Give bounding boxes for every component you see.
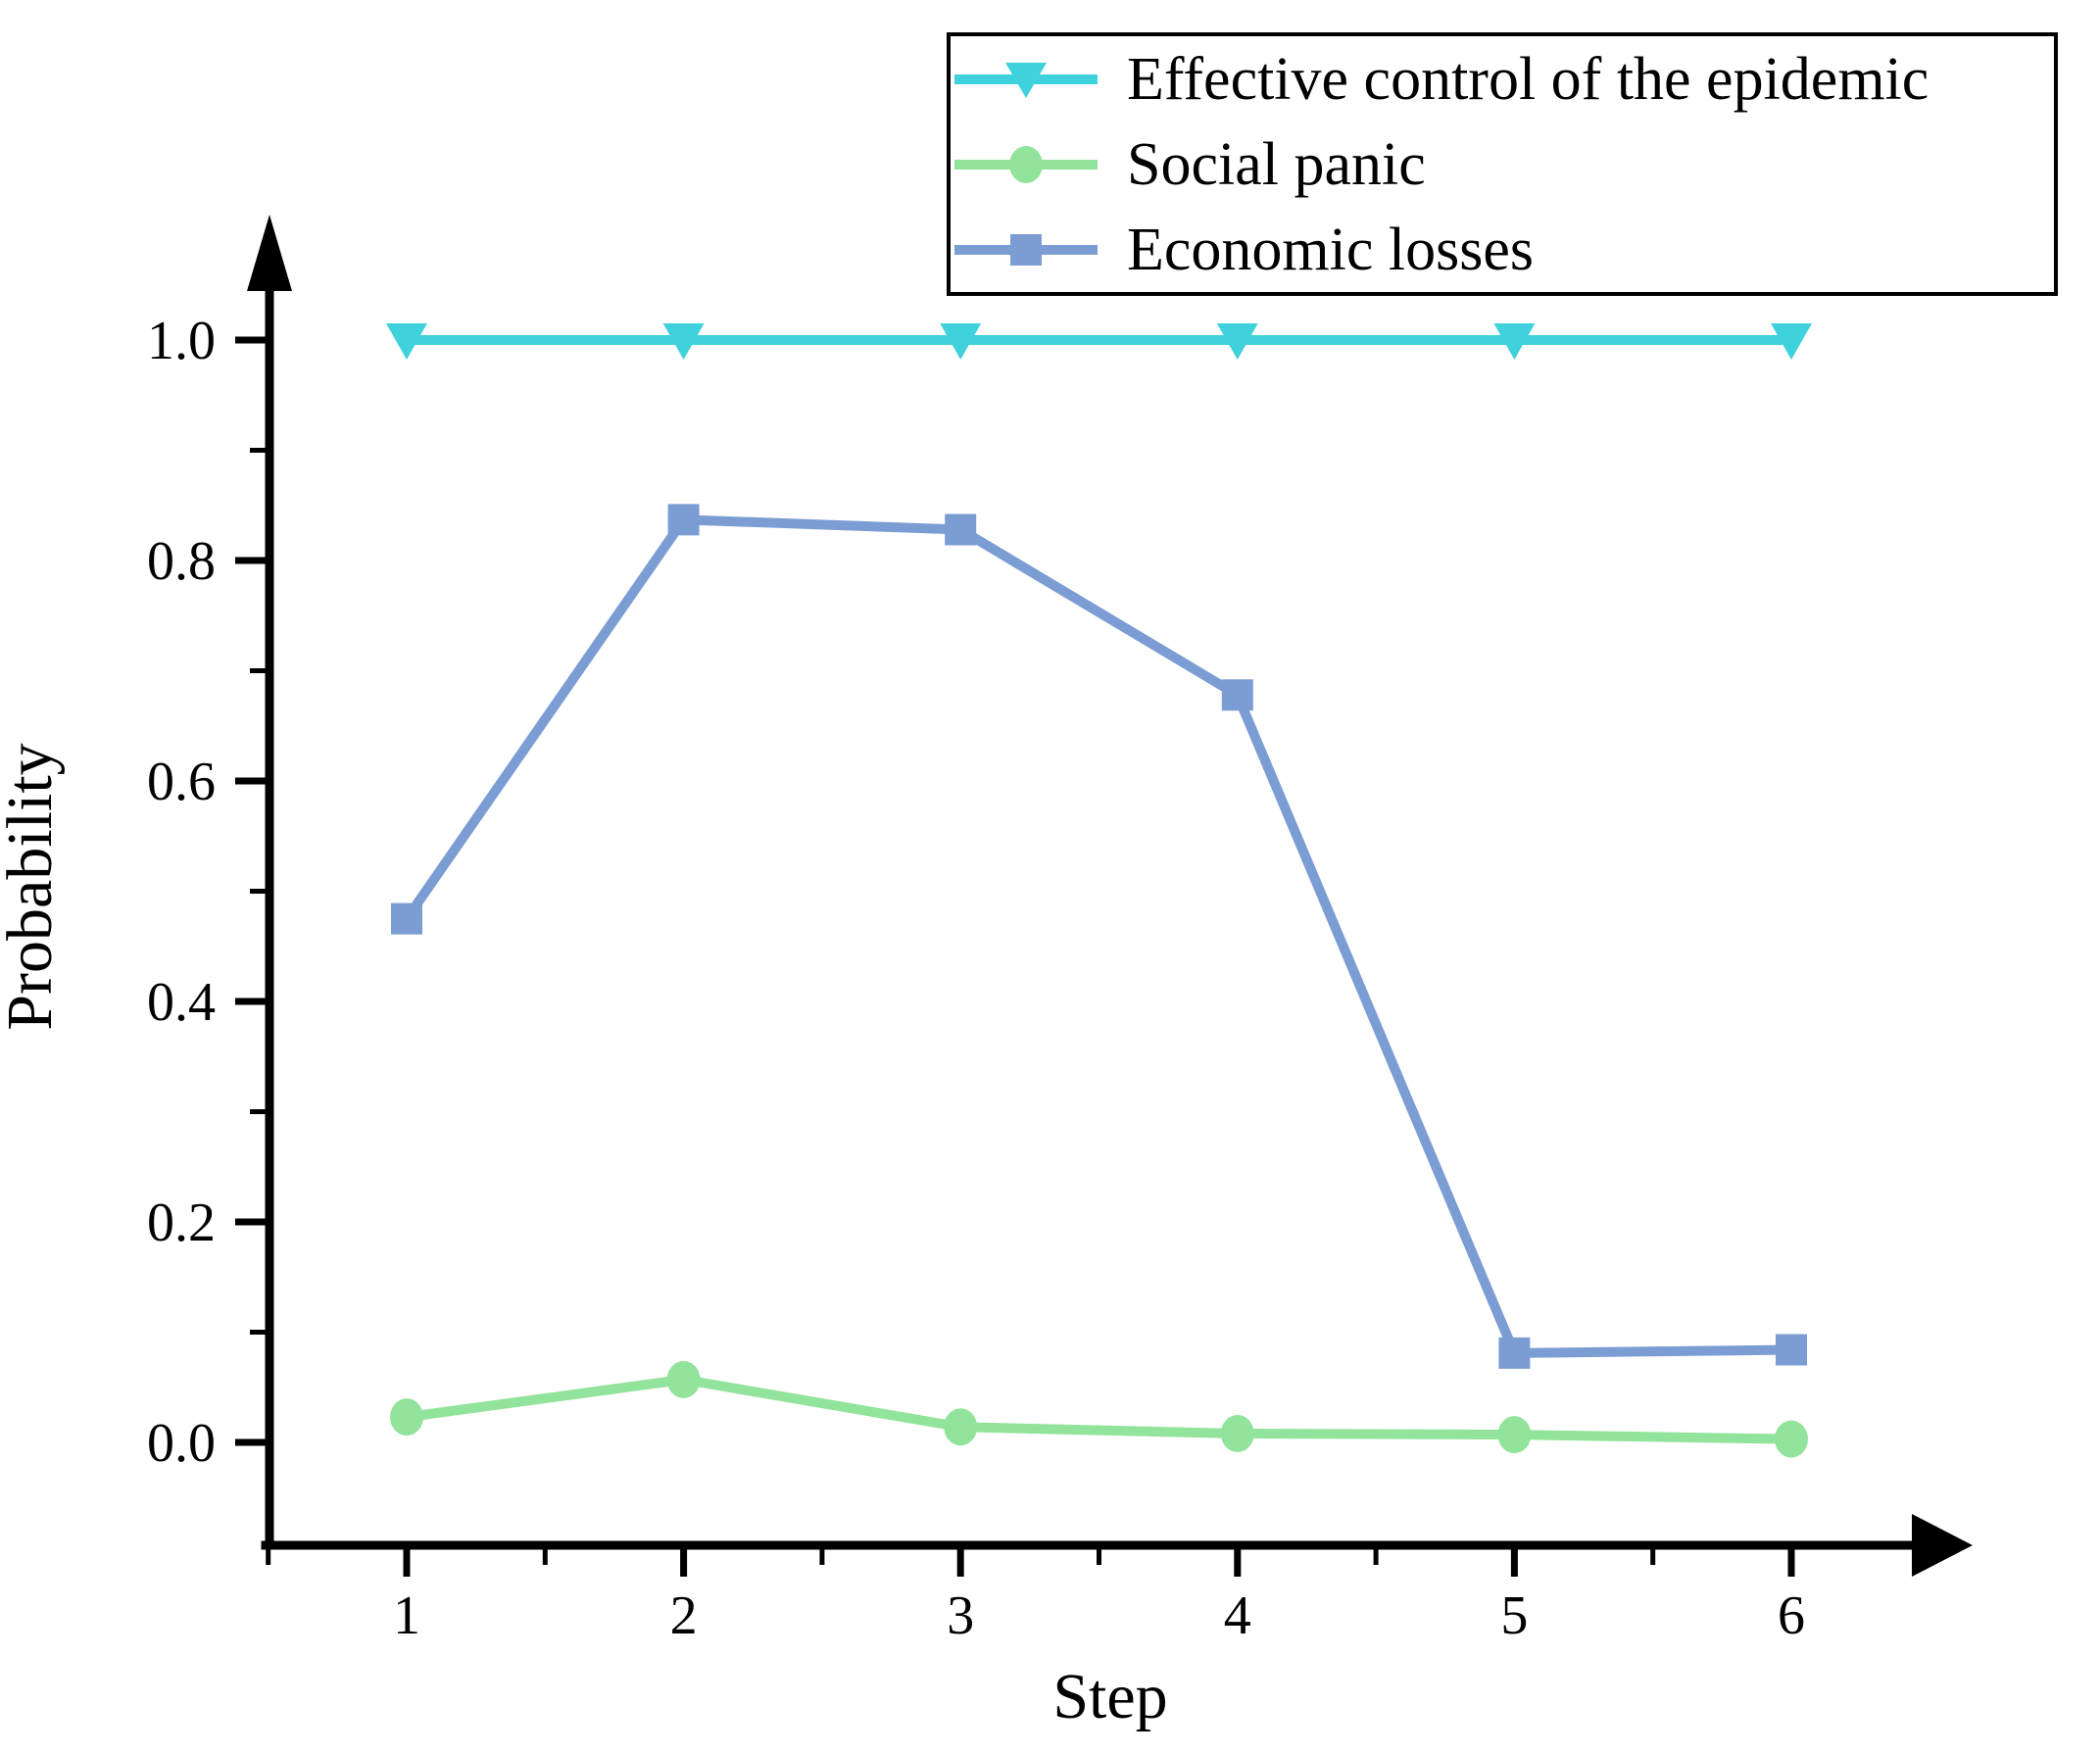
x-tick-label: 5: [1500, 1585, 1528, 1646]
circle-icon: [1009, 145, 1043, 183]
y-axis-arrowhead-icon: [247, 215, 292, 291]
x-tick-label: 6: [1778, 1585, 1805, 1646]
square-marker-icon: [945, 513, 977, 546]
circle-marker-icon: [944, 1408, 978, 1446]
series-line-social-panic: [402, 1374, 1796, 1444]
x-tick-label: 2: [670, 1585, 698, 1646]
triangle-down-marker-icon: [1493, 323, 1536, 360]
legend-item-economic-losses: Economic losses: [951, 219, 2046, 281]
legend-label: Effective control of the epidemic: [1127, 45, 1929, 113]
square-marker-icon: [1776, 1334, 1807, 1366]
x-axis-title: Step: [1052, 1661, 1167, 1732]
triangle-down-marker-icon: [1771, 323, 1812, 360]
y-tick-label: 1.0: [147, 311, 216, 371]
triangle-down-marker-icon: [940, 323, 982, 360]
y-tick-label: 0.2: [147, 1193, 216, 1253]
y-axis-title: Probability: [0, 743, 66, 1030]
triangle-down-marker-icon: [386, 323, 427, 360]
series-line-economic-losses: [402, 514, 1796, 1358]
square-marker-icon: [667, 504, 700, 536]
x-axis-arrowhead-icon: [1912, 1514, 1973, 1577]
square-marker-icon: [1498, 1337, 1531, 1369]
triangle-down-marker-icon: [662, 323, 705, 360]
legend-swatch-circle-icon: [954, 145, 1098, 183]
x-tick-label: 1: [393, 1585, 420, 1646]
y-tick-label: 0.6: [147, 752, 216, 812]
legend-label: Economic losses: [1127, 216, 1534, 283]
x-tick-label: 4: [1224, 1585, 1251, 1646]
circle-marker-icon: [1775, 1420, 1808, 1458]
circle-marker-icon: [1220, 1415, 1254, 1452]
legend-item-effective-control: Effective control of the epidemic: [951, 48, 2046, 111]
square-marker-icon: [391, 902, 422, 935]
y-tick-label: 0.0: [147, 1413, 216, 1474]
square-icon: [1010, 233, 1042, 266]
legend-label: Social panic: [1127, 130, 1426, 198]
triangle-down-icon: [1005, 62, 1047, 98]
y-tick-label: 0.4: [147, 972, 216, 1033]
square-marker-icon: [1221, 679, 1253, 711]
legend-item-social-panic: Social panic: [951, 133, 2046, 196]
circle-marker-icon: [1497, 1416, 1532, 1454]
legend-swatch-triangle-icon: [954, 62, 1098, 98]
x-tick-label: 3: [947, 1585, 974, 1646]
circle-marker-icon: [666, 1360, 701, 1398]
circle-marker-icon: [390, 1398, 423, 1437]
legend: Effective control of the epidemic Social…: [947, 32, 2058, 296]
y-tick-label: 0.8: [147, 531, 216, 592]
legend-swatch-square-icon: [954, 233, 1098, 266]
triangle-down-marker-icon: [1216, 323, 1258, 360]
